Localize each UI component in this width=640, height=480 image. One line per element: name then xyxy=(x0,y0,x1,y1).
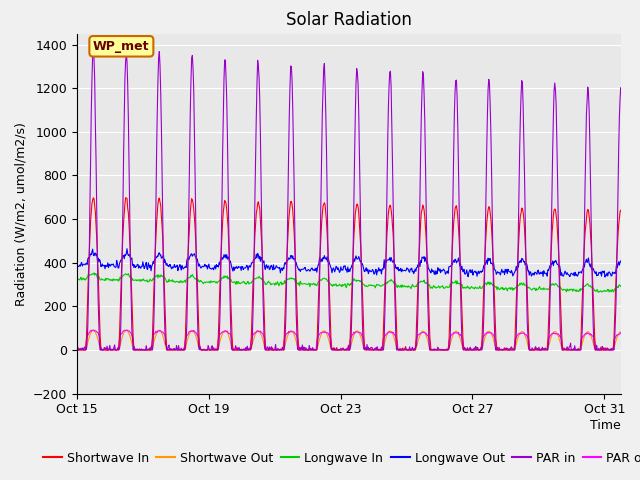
Shortwave Out xyxy=(365,347,372,353)
Shortwave In xyxy=(150,288,157,294)
PAR in xyxy=(188,56,195,61)
Longwave Out xyxy=(364,266,372,272)
PAR in xyxy=(138,347,146,353)
PAR out xyxy=(412,338,420,344)
Shortwave Out xyxy=(412,347,420,352)
PAR out xyxy=(188,328,195,334)
Title: Solar Radiation: Solar Radiation xyxy=(286,11,412,29)
Line: Longwave In: Longwave In xyxy=(77,273,637,293)
Longwave In xyxy=(502,285,510,291)
PAR out xyxy=(634,347,640,353)
Legend: Shortwave In, Shortwave Out, Longwave In, Longwave Out, PAR in, PAR out: Shortwave In, Shortwave Out, Longwave In… xyxy=(38,447,640,469)
Shortwave In xyxy=(73,347,81,352)
PAR in xyxy=(412,343,420,348)
Shortwave Out xyxy=(634,347,640,353)
Line: Shortwave In: Shortwave In xyxy=(77,198,637,350)
Longwave Out xyxy=(634,270,640,276)
Longwave Out xyxy=(73,264,81,269)
Longwave Out xyxy=(502,269,510,275)
Line: PAR out: PAR out xyxy=(77,330,637,350)
Shortwave In xyxy=(412,345,420,350)
PAR in xyxy=(634,347,640,353)
Longwave In xyxy=(138,278,145,284)
Shortwave In xyxy=(74,347,81,353)
Shortwave Out xyxy=(150,339,157,345)
Text: Time: Time xyxy=(590,419,621,432)
Longwave Out xyxy=(149,259,157,264)
Longwave In xyxy=(73,277,81,283)
Line: Longwave Out: Longwave Out xyxy=(77,249,637,277)
PAR out xyxy=(150,331,157,337)
PAR in xyxy=(90,48,97,53)
Shortwave Out xyxy=(188,327,195,333)
Longwave In xyxy=(364,283,372,289)
Shortwave Out xyxy=(503,347,511,353)
Shortwave In xyxy=(122,195,129,201)
Longwave Out xyxy=(187,252,195,257)
Longwave In xyxy=(90,270,98,276)
Shortwave Out xyxy=(74,347,81,353)
PAR out xyxy=(365,347,372,353)
Line: Shortwave Out: Shortwave Out xyxy=(77,330,637,350)
Shortwave Out xyxy=(73,347,81,353)
PAR in xyxy=(74,347,82,353)
Longwave Out xyxy=(601,274,609,280)
Text: WP_met: WP_met xyxy=(93,40,150,53)
Shortwave In xyxy=(365,347,372,352)
Y-axis label: Radiation (W/m2, umol/m2/s): Radiation (W/m2, umol/m2/s) xyxy=(14,121,27,306)
Longwave In xyxy=(634,289,640,295)
PAR out xyxy=(76,347,83,353)
Longwave Out xyxy=(123,246,131,252)
PAR out xyxy=(138,347,146,353)
Shortwave In xyxy=(188,196,195,202)
Shortwave In xyxy=(634,347,640,353)
PAR out xyxy=(503,347,511,352)
Shortwave Out xyxy=(122,327,129,333)
Longwave In xyxy=(412,284,419,289)
Line: PAR in: PAR in xyxy=(77,50,637,350)
Longwave Out xyxy=(138,264,145,269)
Shortwave In xyxy=(138,347,146,353)
PAR in xyxy=(73,346,81,351)
PAR in xyxy=(365,344,372,350)
PAR out xyxy=(90,327,98,333)
Shortwave Out xyxy=(138,347,146,353)
Longwave In xyxy=(187,273,195,278)
PAR out xyxy=(73,347,81,353)
PAR in xyxy=(150,320,157,325)
Longwave In xyxy=(628,290,636,296)
Longwave In xyxy=(149,276,157,281)
Shortwave In xyxy=(503,347,511,353)
PAR in xyxy=(503,345,511,351)
Longwave Out xyxy=(412,266,419,272)
